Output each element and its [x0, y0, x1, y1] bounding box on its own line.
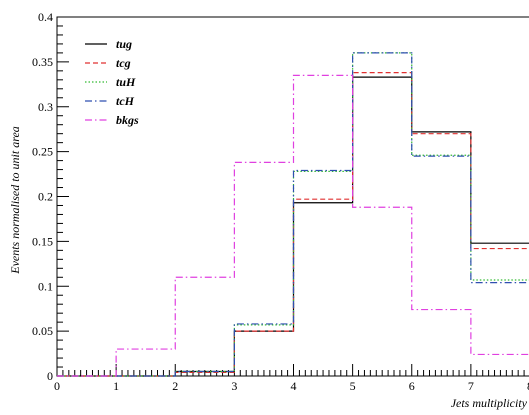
y-tick-label: 0 — [47, 369, 53, 383]
y-tick-label: 0.3 — [38, 100, 53, 114]
legend: tug tcg tuH tcH bkgs — [85, 37, 139, 127]
legend-label-bkgs: bkgs — [116, 113, 139, 127]
legend-label-tuh: tuH — [116, 75, 136, 89]
series-layer — [57, 52, 529, 377]
y-tick-label: 0.2 — [38, 190, 53, 204]
x-tick-label: 2 — [172, 379, 178, 393]
series-tch-line — [57, 52, 529, 377]
legend-label-tug: tug — [116, 37, 132, 51]
axis-ticks: 0 0.05 0.1 0.15 0.2 0.25 0.3 0.35 0.4 0 1 2 3 4 5 6 7 8 — [32, 10, 529, 393]
legend-label-tcg: tcg — [116, 56, 131, 70]
y-tick-label: 0.1 — [38, 279, 53, 293]
x-tick-label: 8 — [527, 379, 529, 393]
x-tick-label: 5 — [350, 379, 356, 393]
x-tick-label: 0 — [54, 379, 60, 393]
x-tick-label: 4 — [291, 379, 297, 393]
y-tick-label: 0.15 — [32, 234, 53, 248]
x-tick-label: 6 — [409, 379, 415, 393]
y-tick-label: 0.4 — [38, 10, 53, 24]
series-bkgs-line — [57, 74, 529, 377]
axis-labels: Jets multiplicity Events normalised to u… — [8, 126, 528, 410]
y-tick-label: 0.35 — [32, 55, 53, 69]
y-axis-label: Events normalised to unit area — [8, 126, 22, 275]
x-tick-label: 1 — [113, 379, 119, 393]
x-axis-label: Jets multiplicity — [451, 396, 528, 410]
x-tick-label: 7 — [468, 379, 474, 393]
y-tick-label: 0.25 — [32, 145, 53, 159]
x-tick-label: 3 — [231, 379, 237, 393]
legend-label-tch: tcH — [116, 94, 135, 108]
y-tick-label: 0.05 — [32, 324, 53, 338]
